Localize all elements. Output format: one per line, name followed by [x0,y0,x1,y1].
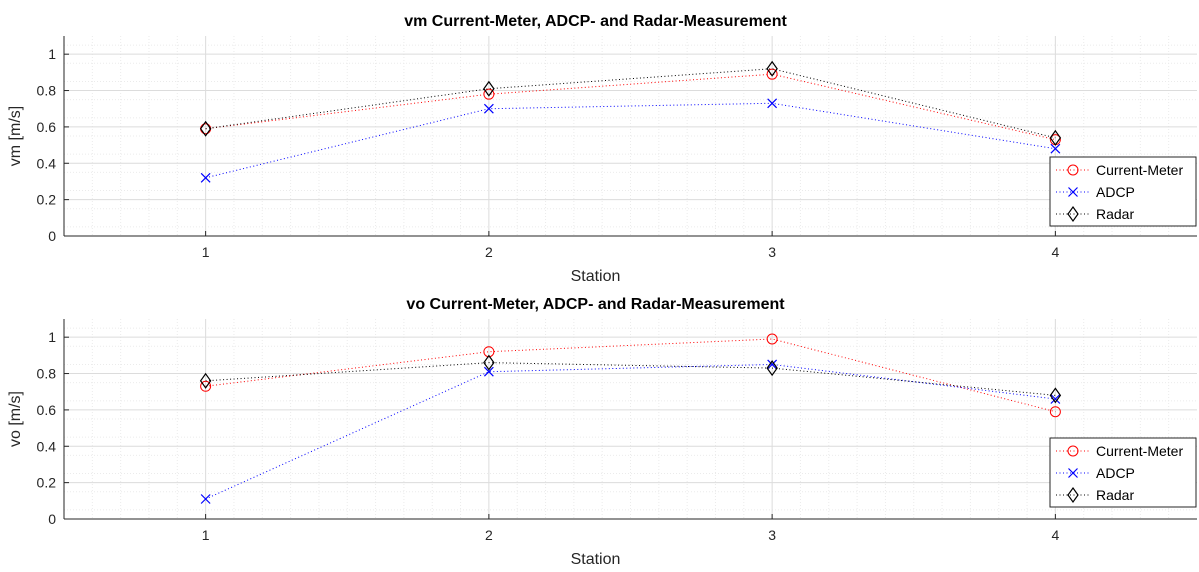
vo-legend: Current-Meter ADCP Radar [1049,437,1197,508]
series-line [205,73,1056,141]
data-point [766,60,778,77]
legend-marker [1067,486,1079,504]
x-tick-label: 3 [768,527,776,543]
data-point [483,346,495,358]
data-point [200,172,211,183]
vo-series-adcp [200,359,1061,504]
vm-minor-grid [64,36,1197,236]
y-tick-label: 0.2 [37,475,57,491]
y-tick-label: 0 [48,511,56,527]
data-point [200,494,211,504]
y-tick-label: 0.8 [37,83,57,99]
vo-series-radar [199,354,1062,404]
data-point [199,372,212,389]
series-line [205,363,1056,500]
data-point [767,98,778,109]
y-tick-label: 1 [48,46,56,62]
vo-x-axis-label: Station [571,551,621,568]
legend-label: Radar [1096,487,1134,503]
vm-legend: Current-Meter ADCP Radar [1049,156,1197,227]
data-point [767,359,778,370]
y-tick-label: 0.8 [37,366,57,382]
vm-series-radar [199,60,1062,146]
data-point [483,103,494,114]
data-point [199,120,212,137]
x-tick-label: 2 [485,244,493,260]
series-line [205,338,1056,413]
vo-minor-grid [64,319,1197,519]
vm-chart-title: vm Current-Meter, ADCP- and Radar-Measur… [404,13,787,30]
y-tick-label: 0.6 [37,119,57,135]
data-point [1049,387,1062,404]
legend-marker [1067,445,1079,457]
data-point [483,80,495,97]
x-tick-label: 4 [1051,244,1059,260]
vo-chart-title: vo Current-Meter, ADCP- and Radar-Measur… [406,296,785,313]
data-point [483,366,494,377]
y-tick-label: 1 [48,329,56,345]
vo-series-current-meter [200,333,1061,418]
legend-label: ADCP [1096,465,1135,481]
vm-y-axis-label: vm [m/s] [7,106,24,166]
vm-plot: 0 0.2 0.4 0.6 0.8 1 1 2 3 4 vm Current-Meter, ADCP… [7,13,1197,285]
data-point [766,333,778,345]
data-point [766,360,778,377]
y-tick-label: 0.2 [37,192,57,208]
legend-marker [1067,164,1079,176]
legend-label: Radar [1096,206,1134,222]
vm-x-axis-label: Station [571,268,621,285]
y-tick-label: 0 [48,228,56,244]
data-point [200,380,212,392]
legend-marker [1068,187,1078,197]
vo-y-axis-label: vo [m/s] [7,391,24,447]
legend-marker [1068,468,1078,478]
data-point [1050,143,1061,154]
y-tick-label: 0.4 [37,438,57,454]
x-tick-label: 4 [1051,527,1059,543]
x-tick-label: 1 [202,527,210,543]
legend-marker [1067,205,1079,223]
data-point [483,354,495,371]
vo-plot: 0 0.2 0.4 0.6 0.8 1 1 2 3 4 vo Current-Meter, ADCP… [7,296,1197,568]
legend-label: ADCP [1096,184,1135,200]
data-point [1049,129,1062,146]
series-line [205,102,1056,179]
x-tick-label: 2 [485,527,493,543]
data-point [766,68,778,80]
legend-label: Current-Meter [1096,443,1183,459]
data-point [1049,406,1061,418]
y-tick-label: 0.6 [37,402,57,418]
y-tick-label: 0.4 [37,155,57,171]
data-point [483,88,495,100]
x-tick-label: 3 [768,244,776,260]
legend-label: Current-Meter [1096,162,1183,178]
vo-major-grid [64,319,1197,520]
data-point [1050,394,1061,404]
x-tick-label: 1 [202,244,210,260]
vm-series-adcp [200,98,1061,183]
